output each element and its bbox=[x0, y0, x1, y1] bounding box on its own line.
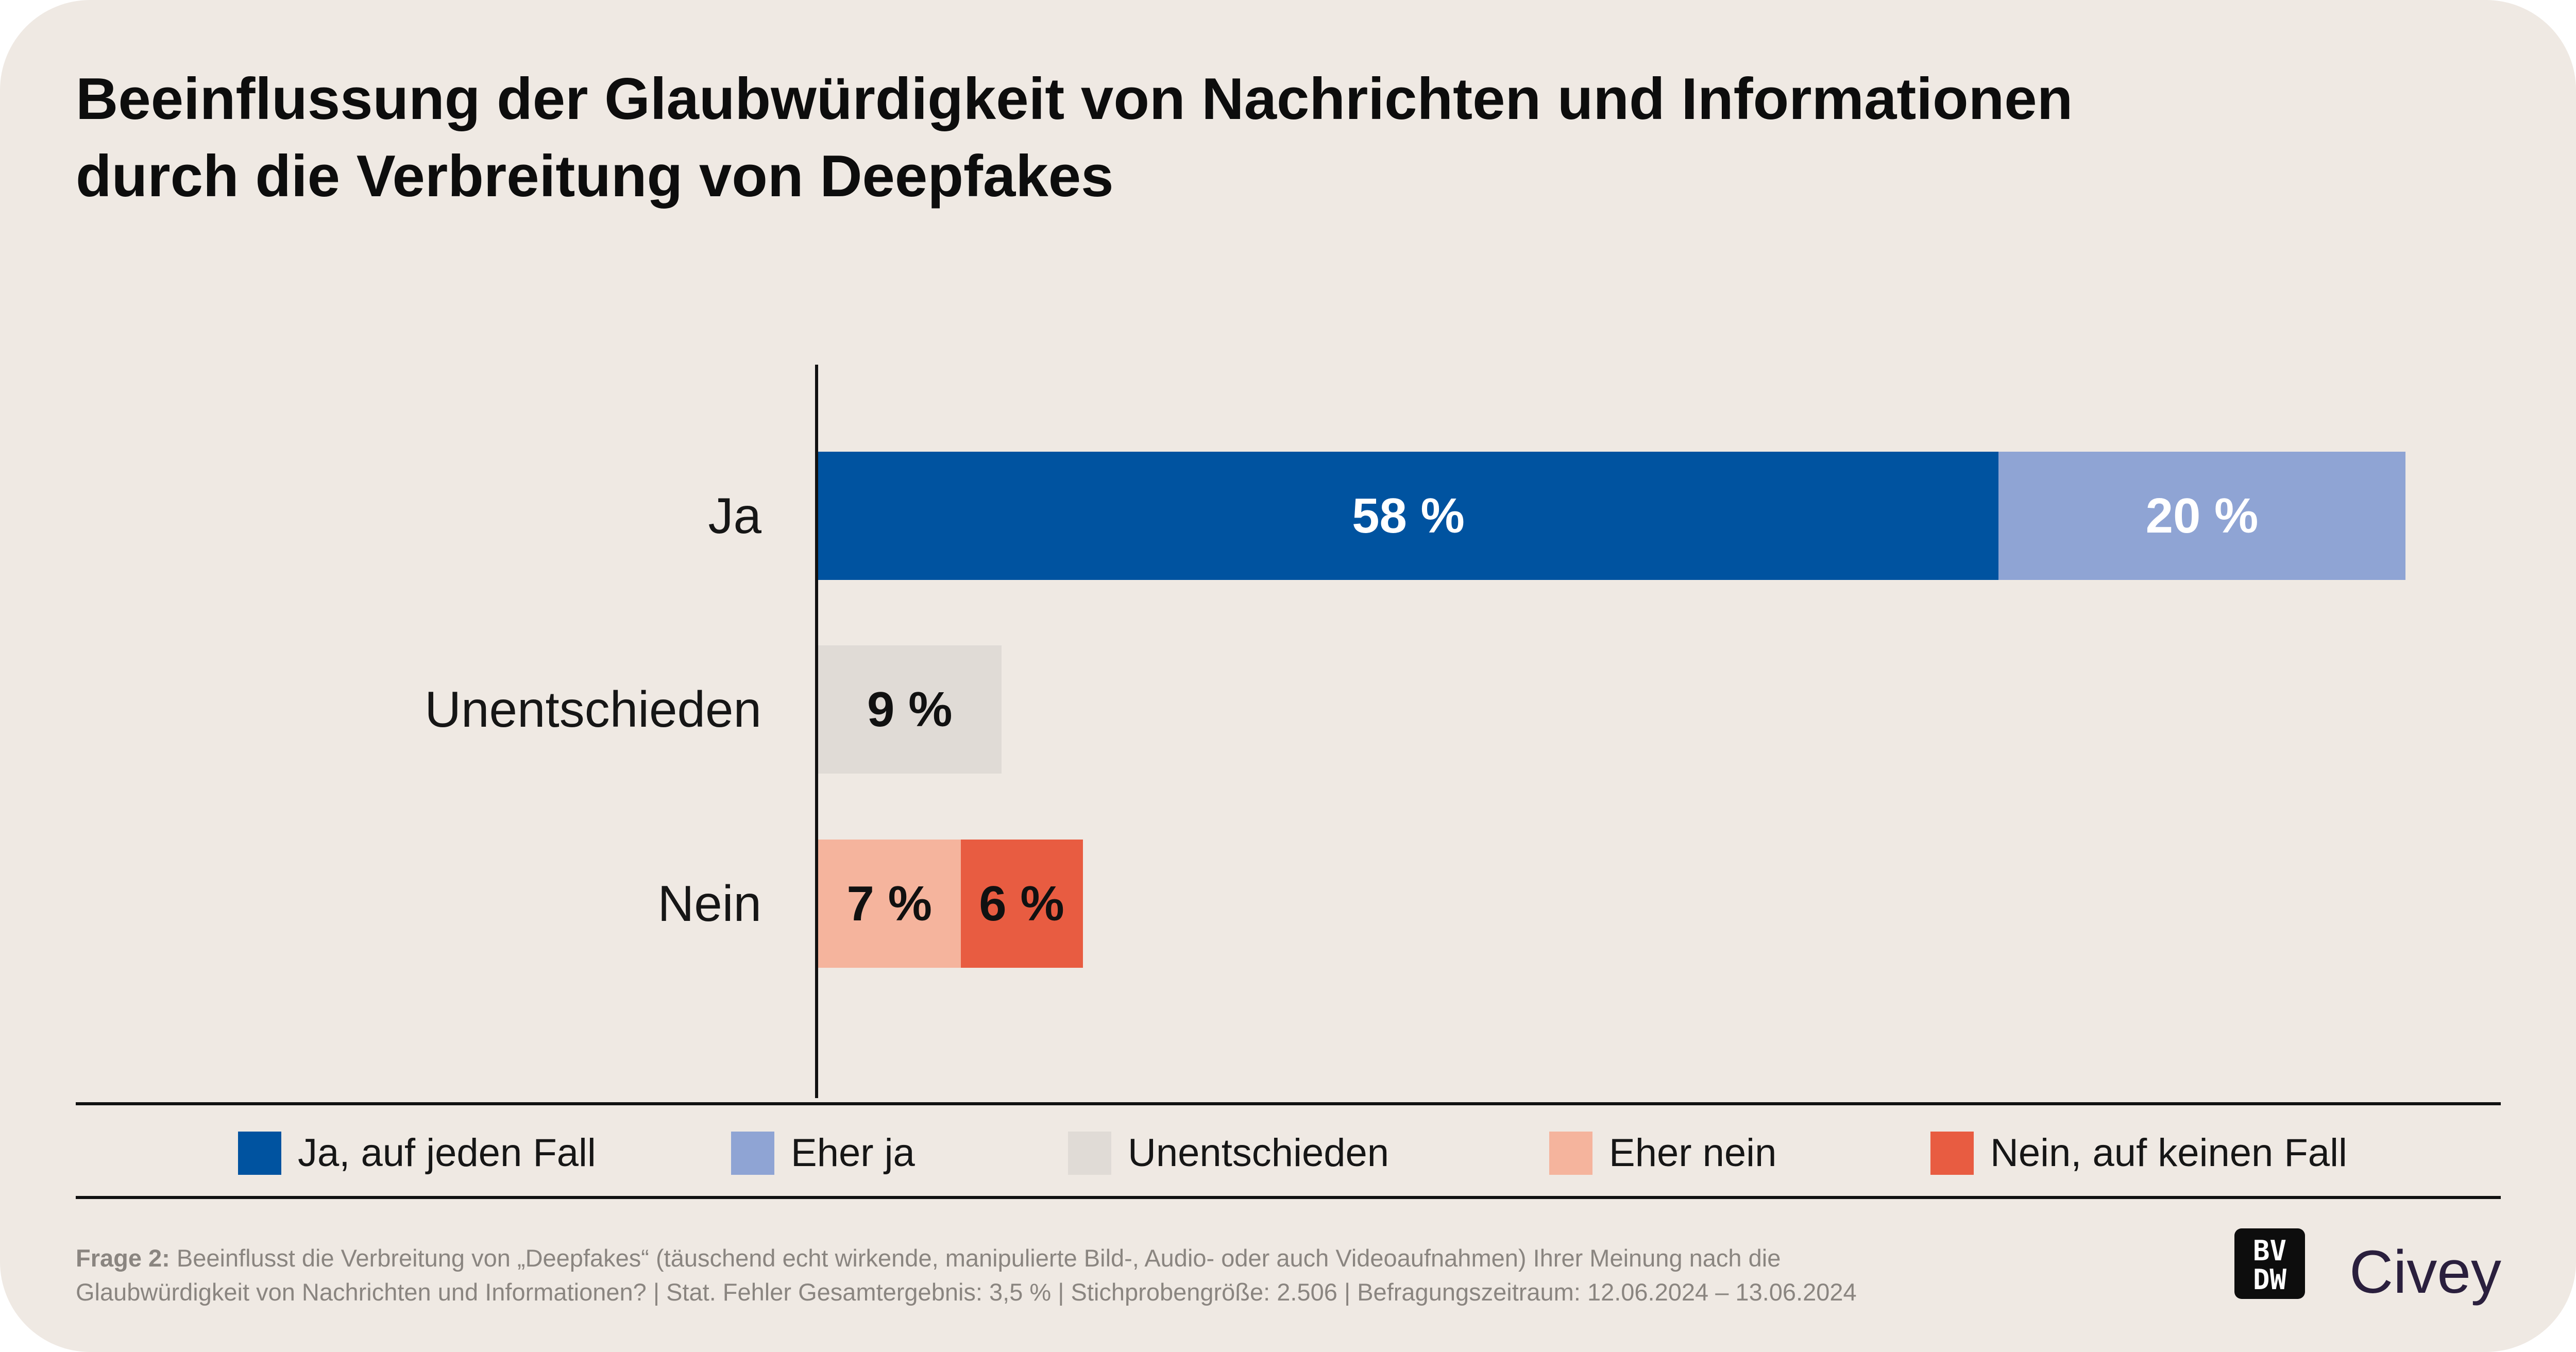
category-label-unentschieden: Unentschieden bbox=[425, 681, 761, 738]
bar-segment-nein-nein-auf-keinen-fall bbox=[960, 840, 1083, 968]
data-label-nein-nein-auf-keinen-fall: 6 % bbox=[979, 876, 1064, 931]
bvdw-logo: BV DW bbox=[2234, 1228, 2305, 1299]
footnote-question-label: Frage 2: bbox=[76, 1244, 170, 1272]
footnote: Frage 2: Beeinflusst die Verbreitung von… bbox=[76, 1241, 2188, 1309]
legend-label-ja-auf-jeden-fall: Ja, auf jeden Fall bbox=[298, 1131, 596, 1175]
legend-swatch-unentschieden bbox=[1068, 1132, 1111, 1175]
legend-swatch-ja-auf-jeden-fall bbox=[238, 1132, 281, 1175]
bar-segment-nein-eher-nein bbox=[818, 840, 961, 968]
y-axis-line bbox=[815, 365, 818, 1098]
legend-label-eher-ja: Eher ja bbox=[791, 1131, 915, 1175]
data-label-ja-eher-ja: 20 % bbox=[2145, 488, 2259, 543]
legend-swatch-eher-ja bbox=[731, 1132, 774, 1175]
data-label-nein-eher-nein: 7 % bbox=[846, 876, 932, 931]
footnote-question-text: Beeinflusst die Verbreitung von „Deepfak… bbox=[170, 1244, 1781, 1272]
category-label-nein: Nein bbox=[657, 875, 761, 932]
footnote-line-2: Glaubwürdigkeit von Nachrichten und Info… bbox=[76, 1278, 1857, 1306]
bvdw-logo-text-top: BV bbox=[2253, 1235, 2286, 1267]
legend-swatch-nein-auf-keinen-fall bbox=[1930, 1132, 1974, 1175]
chart-title-line-2: durch die Verbreitung von Deepfakes bbox=[76, 144, 1114, 209]
civey-logo: Civey bbox=[2349, 1238, 2502, 1306]
legend-label-nein-auf-keinen-fall: Nein, auf keinen Fall bbox=[1990, 1131, 2347, 1175]
category-label-ja: Ja bbox=[708, 487, 761, 544]
bar-segment-ja-eher-ja bbox=[1998, 452, 2405, 580]
bvdw-logo-background bbox=[2234, 1228, 2305, 1299]
data-label-ja-ja-auf-jeden-fall: 58 % bbox=[1352, 488, 1465, 543]
bar-segment-unentschieden-unentschieden bbox=[818, 645, 1002, 774]
data-label-unentschieden-unentschieden: 9 % bbox=[867, 682, 953, 737]
chart-title-line-1: Beeinflussung der Glaubwürdigkeit von Na… bbox=[76, 66, 2073, 132]
footnote-line-1: Frage 2: Beeinflusst die Verbreitung von… bbox=[76, 1241, 2188, 1275]
legend-bottom-rule bbox=[76, 1196, 2501, 1199]
bvdw-logo-text-bottom: DW bbox=[2253, 1263, 2287, 1296]
bar-segment-ja-ja-auf-jeden-fall bbox=[818, 452, 1998, 580]
chart-title: Beeinflussung der Glaubwürdigkeit von Na… bbox=[76, 61, 2497, 215]
legend-swatch-eher-nein bbox=[1549, 1132, 1592, 1175]
legend-top-rule bbox=[76, 1102, 2501, 1105]
legend-label-unentschieden: Unentschieden bbox=[1128, 1131, 1389, 1175]
legend-label-eher-nein: Eher nein bbox=[1609, 1131, 1777, 1175]
